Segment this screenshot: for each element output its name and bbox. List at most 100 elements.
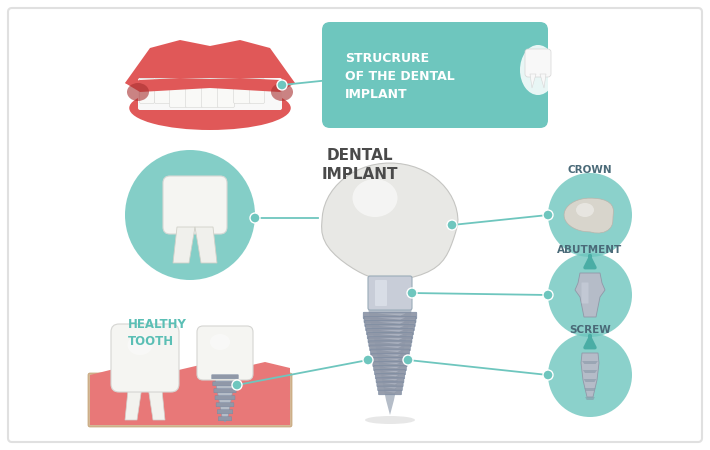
FancyBboxPatch shape — [217, 410, 233, 414]
FancyBboxPatch shape — [368, 337, 412, 343]
Polygon shape — [381, 359, 400, 360]
FancyBboxPatch shape — [365, 320, 415, 327]
Text: STRUCRURE
OF THE DENTAL
IMPLANT: STRUCRURE OF THE DENTAL IMPLANT — [345, 52, 454, 101]
Polygon shape — [214, 373, 236, 422]
Polygon shape — [582, 361, 598, 364]
Polygon shape — [382, 367, 399, 368]
Polygon shape — [583, 370, 597, 373]
Polygon shape — [584, 388, 596, 391]
Ellipse shape — [129, 86, 291, 130]
FancyBboxPatch shape — [367, 333, 413, 339]
FancyBboxPatch shape — [366, 324, 415, 331]
Ellipse shape — [365, 416, 415, 424]
Polygon shape — [322, 163, 458, 280]
FancyBboxPatch shape — [371, 353, 409, 359]
Circle shape — [403, 355, 413, 365]
Polygon shape — [585, 397, 595, 400]
FancyBboxPatch shape — [216, 403, 234, 407]
FancyBboxPatch shape — [373, 365, 406, 371]
Polygon shape — [384, 387, 397, 388]
FancyBboxPatch shape — [185, 78, 202, 108]
FancyBboxPatch shape — [364, 316, 416, 323]
Circle shape — [277, 80, 287, 90]
FancyBboxPatch shape — [376, 378, 404, 383]
FancyBboxPatch shape — [8, 8, 702, 442]
FancyBboxPatch shape — [88, 373, 292, 427]
FancyBboxPatch shape — [376, 374, 405, 379]
Polygon shape — [378, 322, 405, 324]
FancyBboxPatch shape — [170, 78, 187, 108]
Ellipse shape — [576, 203, 594, 217]
Circle shape — [407, 288, 417, 298]
Circle shape — [548, 253, 632, 337]
Ellipse shape — [128, 335, 153, 355]
Polygon shape — [564, 198, 613, 233]
Circle shape — [543, 370, 553, 380]
FancyBboxPatch shape — [368, 276, 412, 310]
FancyBboxPatch shape — [368, 341, 411, 347]
FancyBboxPatch shape — [212, 375, 239, 379]
FancyBboxPatch shape — [202, 78, 219, 108]
Polygon shape — [368, 308, 412, 415]
Polygon shape — [147, 380, 165, 420]
Polygon shape — [90, 362, 290, 425]
FancyBboxPatch shape — [249, 78, 265, 104]
FancyBboxPatch shape — [377, 382, 403, 387]
Ellipse shape — [271, 83, 293, 101]
Polygon shape — [540, 74, 546, 88]
Polygon shape — [581, 353, 599, 397]
Polygon shape — [377, 314, 405, 315]
Polygon shape — [584, 379, 596, 382]
Polygon shape — [125, 380, 143, 420]
FancyBboxPatch shape — [139, 78, 155, 104]
Polygon shape — [125, 78, 295, 92]
Circle shape — [543, 210, 553, 220]
FancyBboxPatch shape — [214, 389, 236, 393]
Circle shape — [363, 355, 373, 365]
Ellipse shape — [520, 45, 556, 95]
Polygon shape — [173, 227, 195, 263]
Polygon shape — [575, 273, 605, 317]
FancyBboxPatch shape — [217, 78, 234, 108]
FancyBboxPatch shape — [138, 78, 282, 110]
Circle shape — [232, 380, 242, 390]
FancyBboxPatch shape — [525, 49, 551, 77]
Circle shape — [125, 150, 255, 280]
FancyBboxPatch shape — [371, 349, 410, 355]
Ellipse shape — [127, 83, 149, 101]
FancyBboxPatch shape — [322, 22, 548, 128]
FancyBboxPatch shape — [378, 390, 402, 395]
FancyBboxPatch shape — [213, 382, 237, 386]
Polygon shape — [378, 318, 405, 320]
FancyBboxPatch shape — [372, 357, 408, 363]
Circle shape — [548, 173, 632, 257]
Ellipse shape — [210, 334, 230, 350]
FancyBboxPatch shape — [155, 78, 172, 104]
Polygon shape — [195, 227, 217, 263]
FancyBboxPatch shape — [163, 176, 227, 234]
FancyBboxPatch shape — [581, 283, 589, 303]
FancyBboxPatch shape — [378, 386, 403, 391]
Text: CROWN: CROWN — [568, 165, 612, 175]
FancyBboxPatch shape — [374, 369, 405, 375]
FancyBboxPatch shape — [375, 280, 387, 306]
FancyBboxPatch shape — [364, 312, 417, 319]
Circle shape — [250, 213, 260, 223]
Circle shape — [447, 220, 457, 230]
Polygon shape — [379, 338, 403, 340]
FancyBboxPatch shape — [234, 78, 251, 104]
Polygon shape — [381, 355, 400, 356]
Polygon shape — [378, 326, 404, 328]
FancyBboxPatch shape — [370, 345, 410, 351]
Polygon shape — [381, 351, 401, 352]
Polygon shape — [378, 330, 404, 332]
FancyBboxPatch shape — [197, 326, 253, 380]
Polygon shape — [384, 383, 398, 384]
Polygon shape — [383, 371, 399, 372]
Text: ABUTMENT: ABUTMENT — [557, 245, 623, 255]
Ellipse shape — [352, 179, 398, 217]
Text: HEALTHY
TOOTH: HEALTHY TOOTH — [128, 318, 187, 348]
FancyBboxPatch shape — [373, 361, 407, 367]
Circle shape — [548, 333, 632, 417]
FancyBboxPatch shape — [366, 328, 414, 335]
